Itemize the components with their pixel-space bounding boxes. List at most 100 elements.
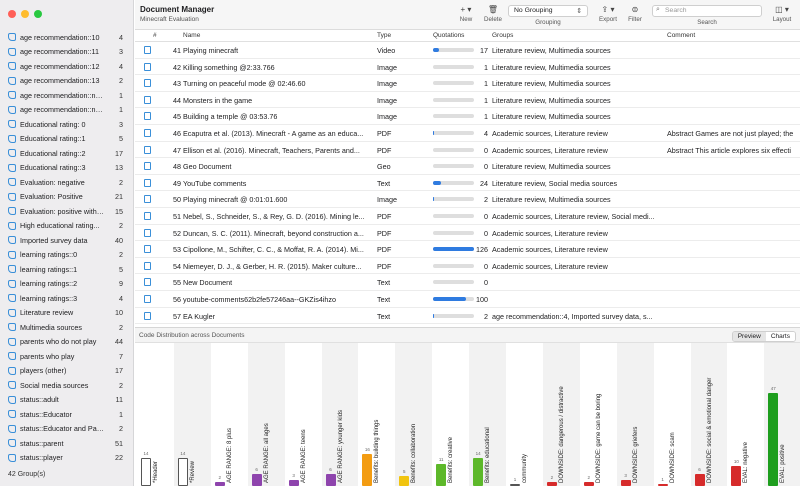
- sidebar-group-item[interactable]: age recommendation::13 2: [0, 74, 133, 89]
- chart-bar[interactable]: [288, 480, 299, 486]
- sidebar-group-item[interactable]: learning ratings::2 9: [0, 277, 133, 292]
- table-row[interactable]: 47 Ellison et al. (2016). Minecraft, Teac…: [135, 142, 800, 159]
- sidebar-group-item[interactable]: Educational rating::3 13: [0, 161, 133, 176]
- sidebar-group-item[interactable]: Social media sources 2: [0, 378, 133, 393]
- chart-bar[interactable]: [731, 466, 742, 486]
- minimize-window-button[interactable]: [21, 10, 29, 18]
- sidebar-group-item[interactable]: status::parent 51: [0, 436, 133, 451]
- grouping-select[interactable]: No Grouping ⇕: [508, 5, 588, 17]
- doc-groups: Literature review, Multimedia sources: [492, 195, 611, 205]
- sidebar-group-item[interactable]: status::player 22: [0, 451, 133, 466]
- table-row[interactable]: 57 EA Kugler Text 2 age recommendation::4, I…: [135, 308, 800, 325]
- sidebar-group-item[interactable]: learning ratings::0 2: [0, 248, 133, 263]
- doc-groups: Literature review, Multimedia sources: [492, 112, 611, 122]
- sidebar-group-label: Social media sources: [20, 380, 89, 390]
- chart-bar[interactable]: [177, 458, 188, 486]
- sidebar-group-item[interactable]: High educational rating... 2: [0, 219, 133, 234]
- sidebar-group-item[interactable]: parents who play 7: [0, 349, 133, 364]
- export-button[interactable]: ⇪ ▾ Export: [597, 4, 619, 23]
- sidebar-group-item[interactable]: status::Educator and Parent 2: [0, 422, 133, 437]
- chart-bar[interactable]: [362, 454, 373, 486]
- table-row[interactable]: 50 Playing minecraft @ 0:01:01.600 Image 2 L…: [135, 191, 800, 208]
- sidebar-group-item[interactable]: age recommendation::not... 1: [0, 103, 133, 118]
- col-header-name[interactable]: Name: [183, 32, 201, 39]
- chart-bar[interactable]: [214, 482, 225, 486]
- doc-name: Killing something @2:33.766: [183, 62, 275, 72]
- document-icon: [144, 228, 151, 237]
- chart-bar[interactable]: [473, 458, 484, 486]
- chart-bar[interactable]: [620, 480, 631, 486]
- table-row[interactable]: 46 Ecaputra et al. (2013). Minecraft - A …: [135, 125, 800, 142]
- sidebar-group-item[interactable]: age recommendation::10 4: [0, 30, 133, 45]
- table-row[interactable]: 52 Duncan, S. C. (2011). Minecraft, beyon…: [135, 225, 800, 242]
- tag-icon: [8, 47, 16, 56]
- layout-button[interactable]: ◫ ▾ Layout: [769, 4, 795, 23]
- table-row[interactable]: 45 Building a temple @ 03:53.76 Image 1 Lite…: [135, 108, 800, 125]
- doc-number: 45: [173, 112, 181, 122]
- chart-bar-value: 14: [180, 451, 186, 457]
- chart-bar[interactable]: [436, 464, 447, 486]
- zoom-window-button[interactable]: [34, 10, 42, 18]
- col-header-comment[interactable]: Comment: [667, 32, 696, 39]
- col-header-num[interactable]: #: [153, 32, 157, 39]
- tab-preview[interactable]: Preview: [732, 332, 766, 341]
- chart-bar[interactable]: [546, 482, 557, 486]
- new-button[interactable]: + ▾ New: [455, 4, 477, 23]
- chart-bar[interactable]: [399, 476, 410, 486]
- table-row[interactable]: 49 YouTube comments Text 24 Literature revie…: [135, 175, 800, 192]
- sidebar-group-item[interactable]: Literature review 10: [0, 306, 133, 321]
- sidebar-group-item[interactable]: Educational rating: 0 3: [0, 117, 133, 132]
- sidebar-group-item[interactable]: learning ratings::3 4: [0, 291, 133, 306]
- sidebar-group-label: learning ratings::1: [20, 264, 78, 274]
- sidebar-group-item[interactable]: Imported survey data 40: [0, 233, 133, 248]
- chart-bar[interactable]: [657, 484, 668, 486]
- sidebar-group-item[interactable]: age recommendation::11 3: [0, 45, 133, 60]
- doc-number: 51: [173, 212, 181, 221]
- table-header: # Name Type Quotations Groups Comment: [135, 30, 800, 42]
- sidebar-group-item[interactable]: players (other) 17: [0, 364, 133, 379]
- sidebar-group-item[interactable]: status::adult 11: [0, 393, 133, 408]
- table-row[interactable]: 54 Niemeyer, D. J., & Gerber, H. R. (2015…: [135, 258, 800, 275]
- sidebar-group-item[interactable]: status::Educator 1: [0, 407, 133, 422]
- doc-groups: Literature review, Social media sources: [492, 178, 618, 188]
- chart-category-label: DOWNSIDE: scam: [669, 432, 676, 483]
- col-header-type[interactable]: Type: [377, 32, 392, 39]
- sidebar-group-item[interactable]: Multimedia sources 2: [0, 320, 133, 335]
- table-row[interactable]: 48 Geo Document Geo 0 Literature review, Mul…: [135, 158, 800, 175]
- sidebar-group-item[interactable]: age recommendation::no r... 1: [0, 88, 133, 103]
- table-row[interactable]: 56 youtube-comments62b2fe57246aa--GKZis4i…: [135, 291, 800, 308]
- table-row[interactable]: 53 Cipollone, M., Schifter, C. C., & Moff…: [135, 241, 800, 258]
- chart-bar[interactable]: [251, 474, 262, 486]
- sidebar-group-item[interactable]: Educational rating::1 5: [0, 132, 133, 147]
- sidebar-group-item[interactable]: parents who do not play 44: [0, 335, 133, 350]
- chart-bar[interactable]: [325, 474, 336, 486]
- col-header-groups[interactable]: Groups: [492, 32, 514, 39]
- table-row[interactable]: 42 Killing something @2:33.766 Image 1 Liter…: [135, 59, 800, 76]
- delete-button[interactable]: 🗑 Delete: [482, 4, 504, 23]
- sidebar-group-label: age recommendation::no r...: [20, 90, 105, 100]
- col-header-quotations[interactable]: Quotations: [433, 32, 465, 39]
- sidebar-group-item[interactable]: age recommendation::12 4: [0, 59, 133, 74]
- sidebar-group-item[interactable]: learning ratings::1 5: [0, 262, 133, 277]
- sidebar-group-item[interactable]: Evaluation: Positive 21: [0, 190, 133, 205]
- chart-bar[interactable]: [694, 474, 705, 486]
- tab-charts[interactable]: Charts: [765, 332, 795, 341]
- table-row[interactable]: 51 Nebel, S., Schneider, S., & Rey, G. D.…: [135, 208, 800, 225]
- table-row[interactable]: 41 Playing minecraft Video 17 Literature rev…: [135, 42, 800, 59]
- chart-bar[interactable]: [583, 482, 594, 486]
- doc-type: Text: [377, 278, 391, 288]
- chart-bar[interactable]: [141, 458, 151, 486]
- sidebar-group-item[interactable]: Educational rating::2 17: [0, 146, 133, 161]
- close-window-button[interactable]: [8, 10, 16, 18]
- chart-bar[interactable]: [768, 393, 779, 486]
- search-field[interactable]: ⌕ Search: [652, 5, 762, 17]
- table-row[interactable]: 44 Monsters in the game Image 1 Literature r…: [135, 92, 800, 109]
- tag-icon: [8, 33, 16, 42]
- table-row[interactable]: 43 Turning on peaceful mode @ 02:46.60 Ima…: [135, 75, 800, 92]
- sidebar-group-item[interactable]: Evaluation: positive with l... 15: [0, 204, 133, 219]
- document-icon: [144, 162, 151, 171]
- filter-button[interactable]: ⊜ Filter: [625, 4, 645, 23]
- table-row[interactable]: 55 New Document Text 0: [135, 274, 800, 291]
- sidebar-group-item[interactable]: Evaluation: negative 2: [0, 175, 133, 190]
- document-icon: [144, 195, 151, 204]
